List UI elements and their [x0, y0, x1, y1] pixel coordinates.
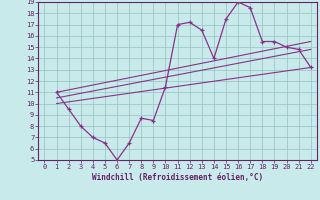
- X-axis label: Windchill (Refroidissement éolien,°C): Windchill (Refroidissement éolien,°C): [92, 173, 263, 182]
